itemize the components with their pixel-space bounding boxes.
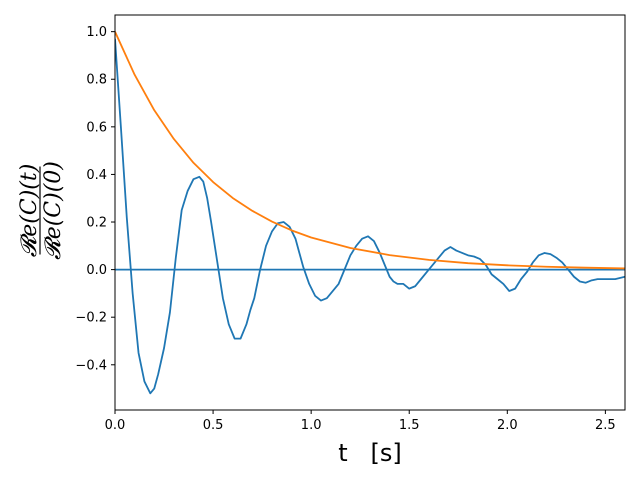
series-layer (115, 31, 625, 395)
y-axis-label-denominator: 𝓡e(C)(0) (41, 161, 66, 260)
x-tick-label: 1.0 (301, 418, 322, 433)
y-axis: −0.4 −0.2 0.0 0.2 0.4 0.6 0.8 1.0 (75, 25, 115, 373)
x-tick-label: 2.0 (497, 418, 518, 433)
y-axis-label-numerator: 𝓡e(C)(t) (17, 164, 42, 258)
x-tick-label: 0.0 (105, 418, 126, 433)
x-tick-label: 1.5 (399, 418, 420, 433)
series-correlation (115, 38, 625, 395)
x-tick-label: 2.5 (595, 418, 616, 433)
x-tick-label: 0.5 (203, 418, 224, 433)
y-axis-label: 𝓡e(C)(t) 𝓡e(C)(0) (17, 161, 66, 260)
x-axis: 0.0 0.5 1.0 1.5 2.0 2.5 (105, 410, 616, 433)
y-tick-label: 0.2 (86, 216, 107, 231)
y-tick-label: 0.0 (86, 263, 107, 278)
series-exponential (115, 31, 625, 270)
y-tick-label: −0.4 (75, 358, 107, 373)
y-tick-label: 0.4 (86, 168, 107, 183)
axes-frame (114, 14, 626, 411)
x-axis-label: t [s] (338, 439, 402, 467)
y-tick-label: −0.2 (75, 311, 107, 326)
y-tick-label: 1.0 (86, 25, 107, 40)
y-tick-label: 0.6 (86, 120, 107, 135)
y-tick-label: 0.8 (86, 73, 107, 88)
